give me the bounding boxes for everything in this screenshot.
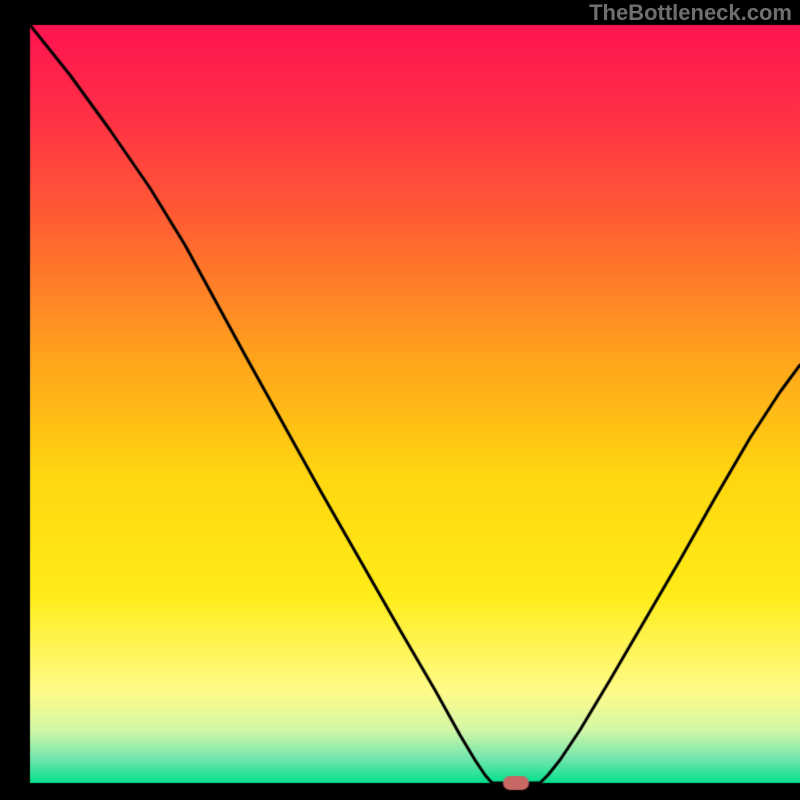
watermark-text: TheBottleneck.com [589,0,792,26]
curve-overlay [0,0,800,800]
chart-frame: TheBottleneck.com [0,0,800,800]
